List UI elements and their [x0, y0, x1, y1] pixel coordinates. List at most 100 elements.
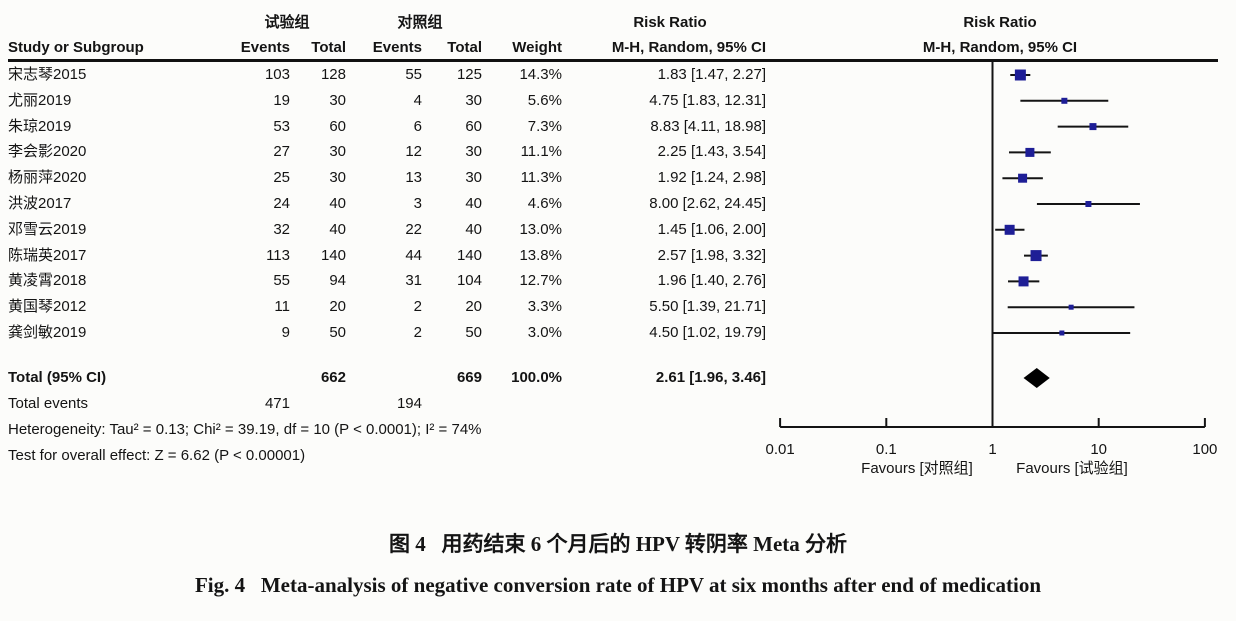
total-ctrl-value: 50: [465, 324, 482, 341]
events-ctrl-value: 3: [413, 195, 422, 212]
events-ctrl-value: 2: [413, 298, 422, 316]
forest-marker: [1061, 97, 1068, 104]
total-ctrl-value: 40: [465, 220, 482, 238]
events-exp-value: 103: [264, 66, 290, 83]
risk-ratio-ci-text: 1.45 [1.06, 2.00]: [657, 220, 766, 238]
weight-value: 11.3%: [520, 169, 562, 187]
events-ctrl-value: 13: [405, 169, 422, 187]
total-ctrl-value: 20: [465, 298, 482, 316]
forest-marker: [1059, 330, 1065, 336]
study-name: 邓雪云2019: [8, 220, 87, 238]
weight-value: 13.0%: [519, 220, 562, 238]
forest-marker: [1018, 276, 1029, 287]
risk-ratio-ci-text: 2.57 [1.98, 3.32]: [657, 246, 766, 264]
total-events-label: Total events: [8, 395, 89, 412]
summary-diamond: [1023, 368, 1050, 388]
risk-ratio-ci-text: 1.92 [1.24, 2.98]: [657, 169, 766, 187]
total-exp-value: 60: [329, 117, 346, 135]
forest-marker: [1089, 123, 1097, 131]
forest-marker: [1068, 304, 1074, 310]
total-exp-value: 20: [329, 298, 346, 316]
forest-marker: [1085, 201, 1092, 207]
weight-value: 4.6%: [527, 195, 562, 212]
study-column-header: Study or Subgroup: [8, 39, 144, 56]
events-ctrl-value: 2: [413, 324, 422, 341]
risk-ratio-ci-text: 4.75 [1.83, 12.31]: [649, 91, 766, 109]
events-exp-value: 27: [273, 143, 290, 161]
forest-marker: [1030, 250, 1042, 262]
study-name: 黄国琴2012: [8, 298, 87, 316]
events-exp-value: 25: [273, 169, 290, 187]
risk-ratio-plot-title: Risk Ratio: [963, 14, 1037, 31]
events-ctrl-value: 55: [405, 66, 422, 83]
method-plot-header: M-H, Random, 95% CI: [922, 39, 1078, 56]
control-group-header: 对照组: [397, 14, 443, 31]
total-ctrl-sum: 669: [456, 369, 482, 386]
events-exp-value: 55: [273, 272, 290, 290]
x-axis-tick-label: 1: [988, 441, 997, 458]
study-name: 李会影2020: [8, 143, 87, 161]
favours-experimental-label: Favours [试验组]: [1016, 460, 1128, 477]
total-ctrl-value: 140: [456, 246, 482, 264]
events-ctrl-value: 44: [405, 246, 422, 264]
total-exp-value: 30: [329, 143, 346, 161]
total-ctrl-value: 104: [456, 272, 482, 290]
x-axis-tick-label: 0.01: [765, 441, 795, 458]
events-exp-value: 11: [274, 298, 290, 316]
forest-marker: [1018, 173, 1028, 183]
header-underline: [8, 59, 1218, 62]
study-name: 陈瑞英2017: [8, 246, 87, 264]
total-exp-value: 40: [329, 195, 346, 212]
weight-value: 14.3%: [519, 66, 562, 83]
risk-ratio-ci-text: 8.00 [2.62, 24.45]: [649, 195, 766, 212]
total-exp-value: 140: [320, 246, 346, 264]
total-ctrl-value: 30: [465, 169, 482, 187]
total-events-ctrl: 194: [396, 395, 422, 412]
total-exp-value: 30: [329, 169, 346, 187]
x-axis-tick-label: 0.1: [875, 441, 897, 458]
overall-effect-text: Test for overall effect: Z = 6.62 (P < 0…: [8, 447, 306, 464]
total-ctrl-value: 60: [465, 117, 482, 135]
events-exp-value: 19: [273, 91, 290, 109]
weight-value: 11.1%: [520, 143, 562, 161]
events-ctrl-value: 4: [413, 91, 422, 109]
risk-ratio-ci-text: 1.83 [1.47, 2.27]: [657, 66, 766, 83]
risk-ratio-ci-text: 5.50 [1.39, 21.71]: [649, 298, 766, 316]
events-ctrl-value: 12: [405, 143, 422, 161]
total-exp-column-header: Total: [311, 39, 346, 56]
events-ctrl-value: 6: [413, 117, 422, 135]
events-exp-column-header: Events: [240, 39, 290, 56]
total-ctrl-value: 30: [465, 143, 482, 161]
heterogeneity-text: Heterogeneity: Tau² = 0.13; Chi² = 39.19…: [8, 421, 482, 438]
x-axis-tick-label: 100: [1192, 441, 1218, 458]
events-ctrl-column-header: Events: [372, 39, 422, 56]
caption-chinese: 图 4 用药结束 6 个月后的 HPV 转阴率 Meta 分析: [388, 532, 848, 556]
events-exp-value: 24: [273, 195, 290, 212]
total-weight: 100.0%: [511, 369, 562, 386]
risk-ratio-ci-text: 4.50 [1.02, 19.79]: [649, 324, 766, 341]
total-events-exp: 471: [264, 395, 290, 412]
weight-value: 3.3%: [527, 298, 562, 316]
study-name: 龚剑敏2019: [8, 324, 87, 341]
risk-ratio-ci-text: 8.83 [4.11, 18.98]: [650, 117, 766, 135]
total-exp-value: 30: [329, 91, 346, 109]
risk-ratio-ci-text: 2.25 [1.43, 3.54]: [657, 143, 766, 161]
x-axis-tick-label: 10: [1090, 441, 1108, 458]
study-name: 宋志琴2015: [8, 66, 87, 83]
total-row-label: Total (95% CI): [8, 369, 107, 386]
events-ctrl-value: 31: [405, 272, 422, 290]
forest-marker: [1025, 147, 1035, 157]
total-exp-sum: 662: [320, 369, 346, 386]
events-exp-value: 9: [281, 324, 290, 341]
risk-ratio-column-title: Risk Ratio: [633, 14, 707, 31]
events-exp-value: 113: [266, 246, 290, 264]
events-exp-value: 32: [273, 220, 290, 238]
weight-value: 3.0%: [527, 324, 562, 341]
method-column-header: M-H, Random, 95% CI: [611, 39, 766, 56]
total-exp-value: 94: [329, 272, 346, 290]
weight-value: 5.6%: [527, 91, 562, 109]
study-name: 洪波2017: [8, 195, 72, 212]
study-name: 杨丽萍2020: [8, 169, 87, 187]
